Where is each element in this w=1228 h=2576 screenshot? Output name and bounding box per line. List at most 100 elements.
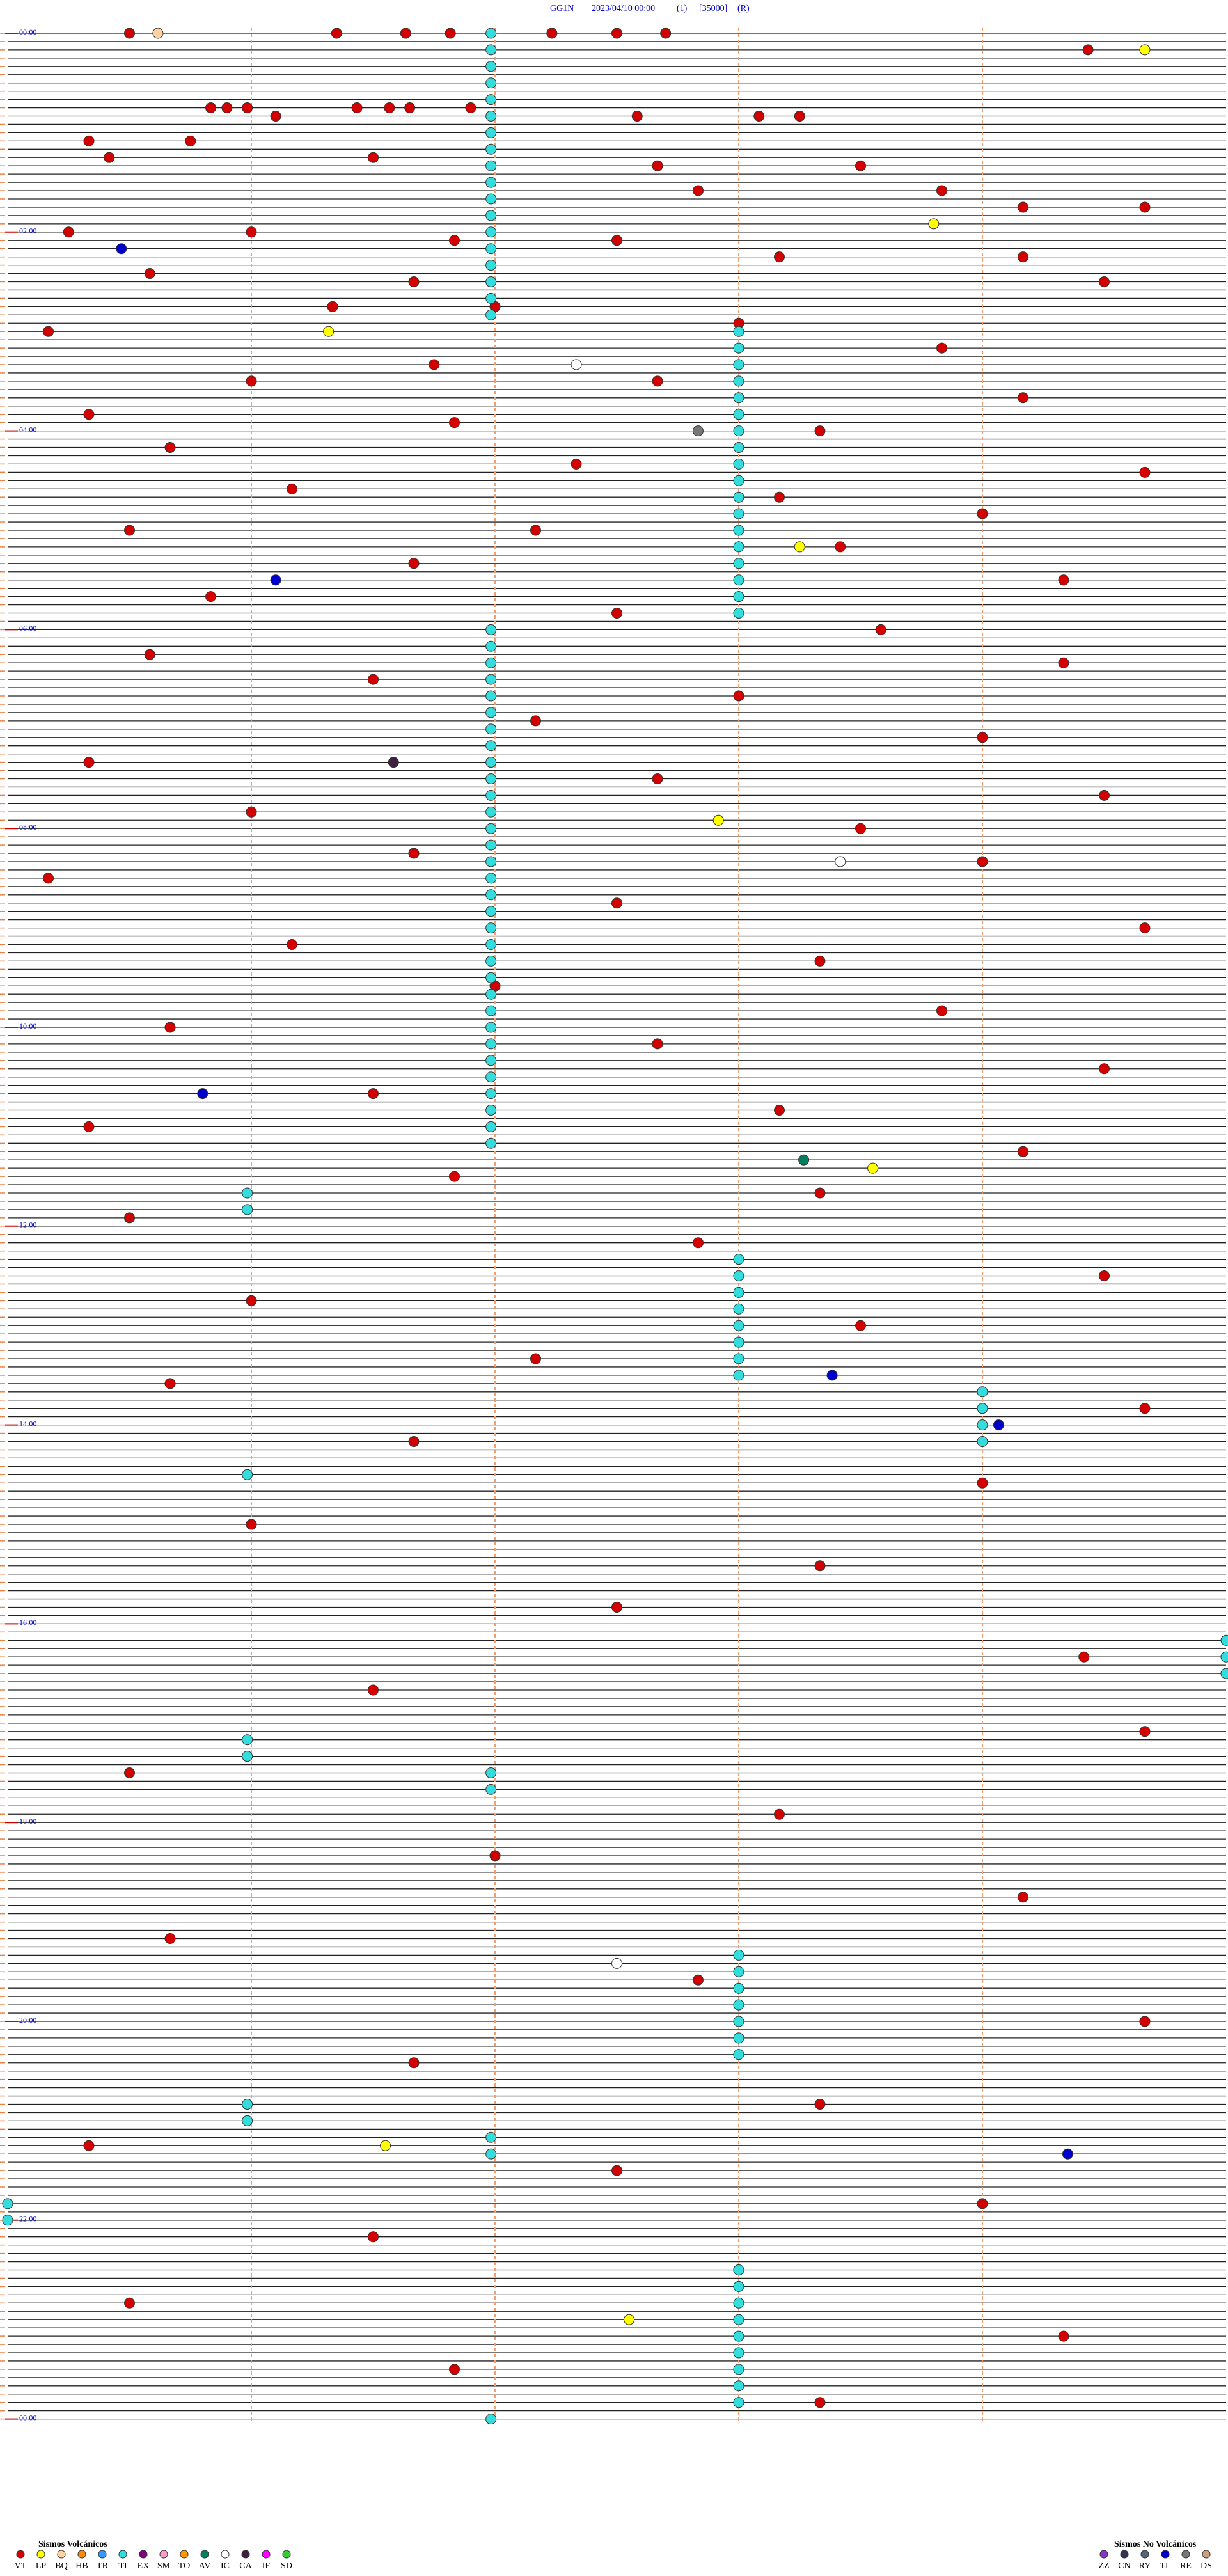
event-marker bbox=[124, 525, 135, 536]
event-marker bbox=[814, 955, 826, 967]
event-marker bbox=[327, 301, 338, 312]
event-marker bbox=[331, 28, 342, 39]
event-marker bbox=[485, 292, 497, 304]
event-marker bbox=[733, 425, 744, 437]
event-marker bbox=[733, 1982, 744, 1994]
event-marker bbox=[814, 2397, 826, 2408]
event-marker bbox=[2, 2215, 13, 2226]
event-marker bbox=[43, 873, 54, 884]
legend-swatch bbox=[98, 2550, 107, 2559]
legend-label: TL bbox=[1160, 2561, 1170, 2571]
event-marker bbox=[733, 1353, 744, 1364]
event-marker bbox=[408, 276, 420, 287]
event-marker bbox=[928, 218, 940, 230]
legend-swatch bbox=[1161, 2550, 1170, 2559]
event-marker bbox=[733, 326, 744, 337]
event-marker bbox=[246, 1295, 257, 1306]
event-marker bbox=[652, 375, 663, 387]
event-marker bbox=[408, 558, 420, 569]
event-marker bbox=[1062, 2148, 1073, 2160]
hour-label: 14:00 bbox=[19, 1419, 36, 1428]
event-marker bbox=[246, 375, 257, 387]
event-marker bbox=[855, 160, 866, 171]
legend-label: TO bbox=[178, 2561, 190, 2571]
event-marker bbox=[530, 1353, 541, 1364]
event-marker bbox=[1139, 201, 1151, 213]
event-marker bbox=[116, 243, 127, 255]
event-marker bbox=[1220, 1668, 1228, 1679]
event-marker bbox=[733, 525, 744, 536]
legend-swatch bbox=[118, 2550, 127, 2559]
event-marker bbox=[43, 326, 54, 337]
hour-label: 02:00 bbox=[19, 226, 36, 235]
event-marker bbox=[485, 2131, 497, 2143]
event-marker bbox=[835, 541, 846, 553]
legend-label: RY bbox=[1139, 2561, 1151, 2571]
event-marker bbox=[652, 1038, 663, 1050]
event-marker bbox=[408, 1436, 420, 1447]
event-marker bbox=[485, 260, 497, 271]
event-marker bbox=[611, 2165, 622, 2176]
event-marker bbox=[489, 1850, 501, 1861]
event-marker bbox=[733, 1254, 744, 1265]
event-marker bbox=[1018, 251, 1028, 263]
event-marker bbox=[733, 2364, 744, 2375]
event-marker bbox=[485, 160, 497, 171]
event-marker bbox=[485, 94, 497, 106]
legend-swatch bbox=[1120, 2550, 1129, 2559]
event-marker bbox=[429, 359, 440, 370]
event-marker bbox=[485, 61, 497, 72]
event-marker bbox=[733, 2347, 744, 2359]
event-marker bbox=[733, 591, 744, 603]
event-marker bbox=[351, 102, 363, 114]
event-marker bbox=[826, 1370, 838, 1381]
event-marker bbox=[83, 757, 95, 768]
event-marker bbox=[733, 458, 744, 470]
event-marker bbox=[977, 732, 988, 743]
event-marker bbox=[733, 1370, 744, 1381]
hour-label: 00:00 bbox=[19, 2413, 36, 2422]
event-marker bbox=[1139, 1726, 1151, 1737]
event-marker bbox=[733, 558, 744, 569]
event-marker bbox=[733, 1949, 744, 1961]
event-marker bbox=[449, 235, 460, 246]
event-marker bbox=[660, 28, 672, 39]
legend-label: VT bbox=[15, 2561, 27, 2571]
event-marker bbox=[733, 359, 744, 370]
legend-title: Sismos No Volcánicos bbox=[1114, 2540, 1197, 2549]
event-marker bbox=[242, 1204, 253, 1215]
event-marker bbox=[485, 177, 497, 188]
event-marker bbox=[83, 135, 95, 146]
datetime: 2023/04/10 00:00 bbox=[592, 4, 655, 13]
event-marker bbox=[124, 1767, 135, 1778]
event-marker bbox=[733, 2264, 744, 2275]
legend-swatch bbox=[159, 2550, 168, 2559]
events bbox=[2, 28, 1228, 2425]
event-marker bbox=[246, 226, 257, 238]
event-marker bbox=[485, 640, 497, 652]
event-marker bbox=[733, 2280, 744, 2292]
event-marker bbox=[733, 2330, 744, 2342]
event-marker bbox=[485, 210, 497, 221]
legend-label: CA bbox=[239, 2561, 252, 2571]
event-marker bbox=[977, 1436, 988, 1447]
legend-label: ZZ bbox=[1098, 2561, 1109, 2571]
event-marker bbox=[774, 1105, 785, 1116]
event-marker bbox=[1139, 466, 1151, 478]
event-marker bbox=[733, 2314, 744, 2325]
legend-label: BQ bbox=[55, 2561, 67, 2571]
event-marker bbox=[485, 806, 497, 818]
event-marker bbox=[1018, 201, 1028, 213]
event-marker bbox=[733, 1336, 744, 1348]
station: GG1N bbox=[550, 4, 574, 13]
event-marker bbox=[485, 856, 497, 867]
event-marker bbox=[384, 102, 395, 114]
event-marker bbox=[368, 2231, 379, 2243]
event-marker bbox=[733, 475, 744, 486]
legend-swatch bbox=[1181, 2550, 1190, 2559]
event-marker bbox=[530, 525, 541, 536]
event-marker bbox=[485, 624, 497, 635]
event-marker bbox=[83, 1121, 95, 1132]
event-marker bbox=[485, 972, 497, 983]
event-marker bbox=[368, 674, 379, 685]
